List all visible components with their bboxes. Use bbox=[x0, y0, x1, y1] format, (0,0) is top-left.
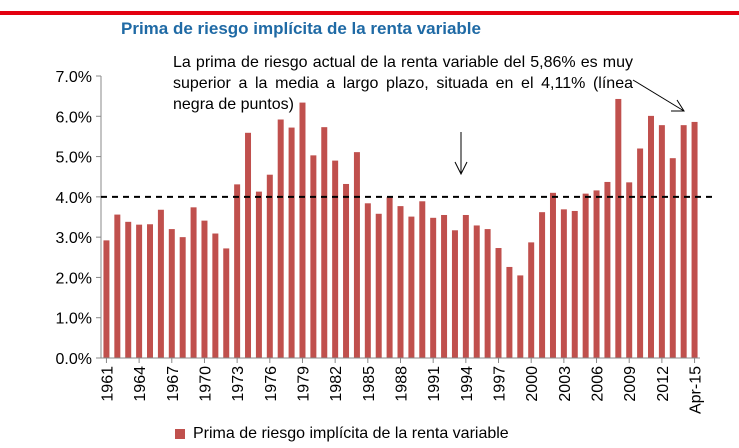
bar-1976 bbox=[266, 174, 273, 358]
bar-1988 bbox=[397, 206, 404, 358]
bar-1987 bbox=[386, 197, 393, 358]
x-tick-label: 1979 bbox=[295, 366, 312, 402]
bar-1994 bbox=[462, 214, 469, 358]
bar-1980 bbox=[310, 155, 317, 358]
bar-1996 bbox=[484, 229, 491, 358]
bar-1989 bbox=[408, 216, 415, 358]
legend-label: Prima de riesgo implícita de la renta va… bbox=[193, 425, 509, 442]
y-tick-label: 0.0% bbox=[56, 351, 92, 368]
legend-swatch bbox=[175, 429, 185, 439]
bar-1998 bbox=[506, 266, 513, 358]
bar-1967 bbox=[168, 229, 175, 358]
bar-1999 bbox=[517, 275, 524, 358]
x-tick-label: 1982 bbox=[328, 366, 345, 402]
bar-1995 bbox=[473, 225, 480, 358]
x-tick-label: 1997 bbox=[492, 366, 509, 402]
bar-1966 bbox=[157, 209, 164, 358]
y-tick-label: 7.0% bbox=[56, 69, 92, 86]
bar-1985 bbox=[364, 203, 371, 358]
bar-1986 bbox=[375, 213, 382, 358]
bar-1978 bbox=[288, 127, 295, 358]
bar-1982 bbox=[332, 160, 339, 358]
x-tick-label: 1973 bbox=[230, 366, 247, 402]
bar-1961 bbox=[103, 240, 110, 358]
annotation-arrow-right bbox=[632, 79, 685, 112]
bar-2004 bbox=[571, 210, 578, 358]
bar-1981 bbox=[321, 127, 328, 358]
bar-2009 bbox=[626, 182, 633, 358]
bar-2006 bbox=[593, 190, 600, 358]
bar-2008 bbox=[615, 98, 622, 359]
bar-1993 bbox=[451, 230, 458, 358]
x-tick-label: 1961 bbox=[99, 366, 116, 402]
bar-1977 bbox=[277, 119, 284, 358]
bar-1975 bbox=[255, 191, 262, 358]
bar-2003 bbox=[560, 209, 567, 358]
bar-1983 bbox=[343, 183, 350, 358]
bar-1971 bbox=[212, 233, 219, 358]
y-tick-label: 4.0% bbox=[56, 190, 92, 207]
bar-1968 bbox=[179, 237, 186, 358]
x-tick-label: 1970 bbox=[197, 366, 214, 402]
y-tick-label: 6.0% bbox=[56, 109, 92, 126]
bar-series bbox=[103, 98, 698, 359]
bar-1984 bbox=[353, 152, 360, 358]
bar-2000 bbox=[528, 242, 535, 358]
bar-1979 bbox=[299, 102, 306, 358]
x-axis-ticks: 1961 1964 1967 1970 1973 1976 1979 1982 1985 1988… bbox=[99, 358, 705, 414]
x-tick-label: 1967 bbox=[165, 366, 182, 402]
x-tick-label: 2012 bbox=[655, 366, 672, 402]
bar-1964 bbox=[136, 224, 143, 358]
bar-1992 bbox=[441, 214, 448, 358]
bar-2011 bbox=[648, 115, 654, 358]
x-tick-label: 2000 bbox=[524, 366, 541, 402]
annotation-arrow-right-head bbox=[671, 99, 685, 112]
x-tick-label: 2003 bbox=[557, 366, 574, 402]
y-tick-label: 2.0% bbox=[56, 270, 92, 287]
bar-1972 bbox=[223, 248, 230, 358]
bar-1973 bbox=[234, 184, 241, 358]
bar-2013 bbox=[669, 158, 676, 358]
bar-2002 bbox=[549, 192, 556, 358]
bar-1974 bbox=[245, 132, 252, 358]
annotation-text: La prima de riesgo actual de la renta va… bbox=[173, 54, 633, 113]
y-axis-ticks: 0.0% 1.0% 2.0% 3.0% 4.0% 5.0% 6.0% 7.0% bbox=[56, 69, 101, 368]
x-tick-label: 2009 bbox=[622, 366, 639, 402]
bar-1969 bbox=[190, 207, 197, 358]
x-tick-label: 1964 bbox=[132, 366, 149, 402]
x-tick-label: 1991 bbox=[426, 366, 443, 402]
bar-2012 bbox=[658, 125, 665, 359]
x-tick-label: 2006 bbox=[590, 366, 607, 402]
y-tick-label: 5.0% bbox=[56, 150, 92, 167]
x-tick-label: 1976 bbox=[263, 366, 280, 402]
bar-1990 bbox=[419, 201, 426, 358]
bar-2010 bbox=[637, 148, 644, 358]
bar-1991 bbox=[430, 217, 437, 358]
bar-2005 bbox=[582, 193, 589, 358]
y-tick-label: 3.0% bbox=[56, 230, 92, 247]
bar-1965 bbox=[147, 224, 153, 358]
bar-1970 bbox=[201, 220, 208, 358]
x-tick-label: 1985 bbox=[361, 366, 378, 402]
y-tick-label: 1.0% bbox=[56, 311, 92, 328]
legend: Prima de riesgo implícita de la renta va… bbox=[175, 425, 509, 443]
annotation-arrow-down-head bbox=[454, 161, 468, 176]
chart-title: Prima de riesgo implícita de la renta va… bbox=[121, 19, 481, 38]
bar-2007 bbox=[604, 181, 611, 358]
bar-2014 bbox=[680, 125, 687, 359]
bar-Apr-15 bbox=[691, 121, 698, 359]
x-tick-label: 1988 bbox=[394, 366, 411, 402]
bar-2001 bbox=[539, 212, 546, 358]
x-tick-label: Apr-15 bbox=[688, 366, 705, 414]
bar-1963 bbox=[125, 221, 132, 358]
x-tick-label: 1994 bbox=[459, 366, 476, 402]
bar-1997 bbox=[495, 248, 502, 358]
bar-1962 bbox=[114, 214, 121, 358]
top-red-rule bbox=[0, 11, 739, 15]
